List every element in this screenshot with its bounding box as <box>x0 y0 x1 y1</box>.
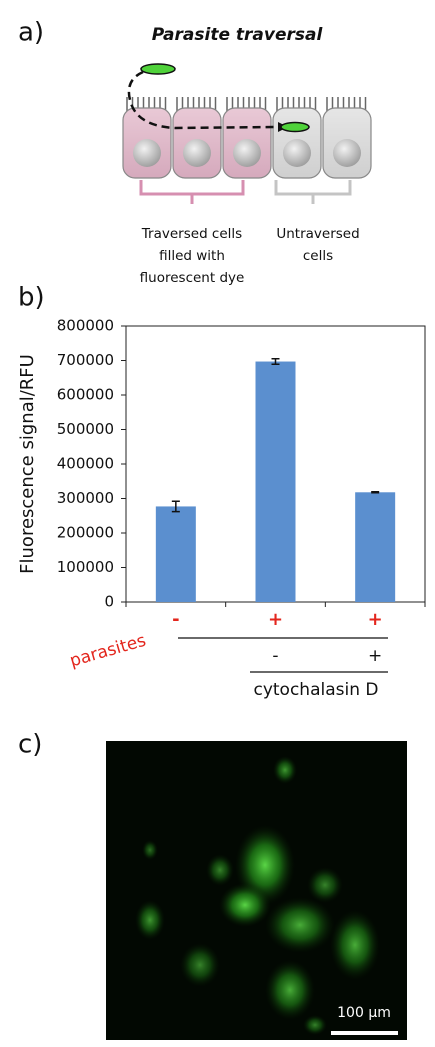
y-axis-label: Fluorescence signal/RFU <box>17 354 38 574</box>
diagram-label: Traversed cells <box>141 226 242 242</box>
y-tick-label: 500000 <box>57 420 114 438</box>
panel-label: c) <box>18 730 42 760</box>
diagram-label: Untraversed <box>276 226 359 242</box>
error-bar <box>171 500 180 513</box>
y-tick-label: 800000 <box>57 317 114 335</box>
scale-bar-label: 100 μm <box>337 1005 391 1021</box>
x-tick-label: + <box>368 609 383 630</box>
y-tick-label: 700000 <box>57 351 114 369</box>
diagram-label: filled with <box>159 248 225 264</box>
bar <box>355 492 396 602</box>
bar <box>155 506 196 602</box>
x-tick-label: + <box>368 646 382 666</box>
y-tick-label: 100000 <box>57 558 114 576</box>
bar <box>255 361 296 602</box>
nucleus <box>233 139 261 167</box>
y-tick-label: 300000 <box>57 489 114 507</box>
nucleus <box>283 139 311 167</box>
y-tick-label: 0 <box>104 593 114 611</box>
x-tick-label: - <box>172 609 179 630</box>
row-label: parasites <box>68 631 149 672</box>
cell-layer <box>122 97 372 179</box>
nucleus <box>183 139 211 167</box>
panel-label: b) <box>18 283 45 313</box>
x-tick-label: - <box>272 646 278 666</box>
diagram-label: cells <box>303 248 333 264</box>
y-tick-label: 600000 <box>57 386 114 404</box>
fluorescence <box>135 756 380 1035</box>
nucleus <box>133 139 161 167</box>
y-tick-label: 400000 <box>57 455 114 473</box>
diagram-title: Parasite traversal <box>152 25 324 45</box>
parasite <box>140 63 176 75</box>
row-label: cytochalasin D <box>253 680 378 700</box>
bar-chart: 0 100000 200000 300000 400000 500000 600000 700… <box>17 317 426 700</box>
parasite <box>280 121 310 133</box>
panel-label: a) <box>18 18 44 48</box>
bracket <box>274 180 352 204</box>
plot-frame <box>126 325 426 602</box>
nucleus <box>333 139 361 167</box>
error-bar <box>271 358 280 366</box>
bracket <box>139 180 245 204</box>
x-tick-label: + <box>268 609 283 630</box>
error-bar <box>371 491 380 494</box>
y-tick-label: 200000 <box>57 524 114 542</box>
diagram-label: fluorescent dye <box>140 270 245 286</box>
